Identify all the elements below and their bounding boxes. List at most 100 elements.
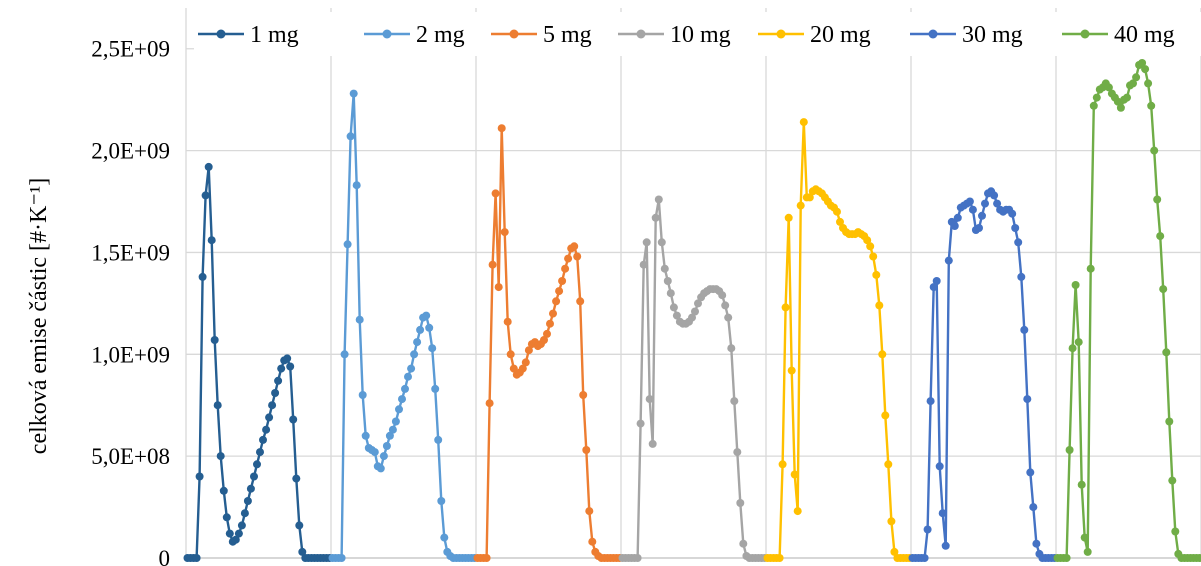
data-point xyxy=(549,309,557,318)
data-point xyxy=(431,384,440,393)
data-point xyxy=(295,521,304,530)
data-point xyxy=(636,419,645,428)
legend-label: 20 mg xyxy=(810,22,871,48)
data-point xyxy=(836,217,844,226)
data-point xyxy=(787,366,796,375)
data-point xyxy=(1062,554,1071,562)
data-point xyxy=(944,256,953,265)
data-point xyxy=(579,391,588,399)
data-point xyxy=(932,277,941,285)
data-point xyxy=(648,439,657,448)
series-2-mg xyxy=(328,89,479,562)
data-point xyxy=(1083,547,1092,556)
y-axis-title: celková emise částic [#·K⁻¹] xyxy=(26,178,52,454)
data-point xyxy=(663,277,672,285)
data-point xyxy=(1123,93,1131,102)
data-point xyxy=(198,272,207,281)
legend-item: 40 mg xyxy=(1062,22,1175,48)
legend-label: 10 mg xyxy=(670,22,731,48)
data-point xyxy=(555,287,564,296)
data-point xyxy=(968,205,977,214)
data-point xyxy=(1141,65,1150,74)
data-point xyxy=(337,554,346,562)
data-point xyxy=(1089,101,1098,110)
series-20-mg xyxy=(763,118,914,562)
legend-label: 30 mg xyxy=(962,22,1023,48)
data-point xyxy=(491,189,500,198)
data-point xyxy=(950,222,959,230)
data-point xyxy=(884,460,893,469)
data-point xyxy=(292,474,301,483)
data-point xyxy=(1144,79,1153,88)
data-point xyxy=(1074,338,1083,347)
data-point xyxy=(1104,83,1113,92)
data-point xyxy=(231,535,240,544)
data-point xyxy=(1116,103,1125,112)
data-point xyxy=(730,397,739,406)
data-point xyxy=(259,435,267,444)
data-point xyxy=(990,191,999,200)
data-point xyxy=(250,472,258,481)
data-point xyxy=(645,395,654,404)
data-point xyxy=(482,554,491,562)
data-point xyxy=(1162,348,1171,357)
data-point xyxy=(669,303,678,312)
data-point xyxy=(639,260,648,269)
gridlines xyxy=(185,8,1201,559)
data-point xyxy=(204,162,213,171)
data-point xyxy=(298,547,307,556)
legend-marker xyxy=(1080,29,1090,39)
data-point xyxy=(340,350,349,359)
data-point xyxy=(283,354,292,363)
data-point xyxy=(790,470,799,479)
data-point xyxy=(978,211,986,220)
data-point xyxy=(1153,195,1162,204)
data-point xyxy=(385,431,394,440)
series-40-mg xyxy=(1053,59,1201,562)
data-point xyxy=(262,425,271,434)
data-point xyxy=(391,417,400,426)
data-point xyxy=(488,260,497,269)
data-point xyxy=(881,411,890,420)
data-point xyxy=(395,405,403,414)
data-point xyxy=(1132,73,1141,82)
legend: 1 mg 2 mg 5 mg 10 mg 20 mg 30 mg 40 mg xyxy=(194,12,1201,56)
data-point xyxy=(382,442,391,450)
data-point xyxy=(1086,264,1095,273)
data-point xyxy=(349,89,358,98)
data-point xyxy=(585,507,594,516)
data-point xyxy=(379,452,388,461)
data-point xyxy=(410,350,419,359)
legend-marker xyxy=(382,29,392,39)
data-point xyxy=(428,344,437,353)
legend-marker xyxy=(776,29,786,39)
legend-item: 5 mg xyxy=(491,22,592,48)
data-point xyxy=(872,270,881,279)
data-point xyxy=(654,195,663,204)
legend-item: 1 mg xyxy=(198,22,299,48)
data-point xyxy=(440,533,449,542)
data-point xyxy=(1113,97,1122,106)
data-point xyxy=(920,554,929,562)
data-point xyxy=(718,291,727,300)
data-point xyxy=(993,199,1002,208)
data-point xyxy=(509,364,518,373)
data-point xyxy=(965,197,974,206)
data-point xyxy=(733,448,742,457)
data-point xyxy=(564,254,573,263)
data-point xyxy=(1020,325,1029,334)
data-point xyxy=(422,311,431,320)
data-point xyxy=(1023,395,1032,404)
data-point xyxy=(271,389,280,397)
series-10-mg xyxy=(618,195,769,562)
data-point xyxy=(582,446,591,454)
legend-marker xyxy=(216,29,226,39)
data-point xyxy=(727,344,736,353)
data-point xyxy=(929,283,938,292)
data-point xyxy=(277,364,286,373)
data-point xyxy=(1129,79,1137,88)
data-point xyxy=(437,497,446,505)
y-axis-tick-labels: 0 5,0E+08 1,0E+09 1,5E+09 2,0E+09 2,5E+09 xyxy=(91,37,170,566)
data-point xyxy=(225,529,234,538)
